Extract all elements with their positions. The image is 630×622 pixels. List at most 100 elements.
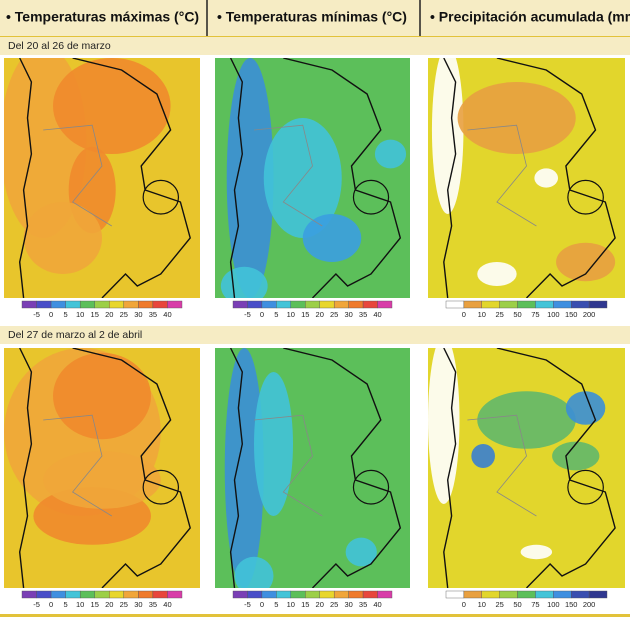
colorbar-segment [65,300,81,309]
map-panel [4,348,200,588]
colorbar-label: 25 [120,310,128,319]
colorbar-label: 75 [531,310,539,319]
map [4,348,200,588]
colorbar-label: 100 [547,600,560,609]
map [215,58,410,298]
colorbar-label: 150 [565,310,578,319]
colorbar-segment [588,300,608,309]
colorbar-label: 35 [149,310,157,319]
colorbar-label: 35 [149,600,157,609]
colorbar-segment [333,300,349,309]
colorbar-label: 5 [274,600,278,609]
colorbar-segment [463,300,482,309]
border [443,348,457,588]
colorbar-label: 10 [478,310,486,319]
colorbar-segment [571,590,590,599]
map-field [254,372,293,516]
colorbar-label: 40 [373,310,381,319]
map-field [534,168,559,188]
border [18,58,33,298]
colorbar-label: 15 [301,310,309,319]
map-field [224,348,264,588]
colorbar-segment [109,300,125,309]
colorbar-segment [21,590,37,599]
province-line [253,414,323,517]
colorbar-label: 40 [163,310,171,319]
colorbar-label: -5 [33,600,40,609]
colorbar-segment [94,300,110,309]
uruguay [142,469,180,505]
map-panel [428,348,625,588]
map-field [565,391,606,425]
map-field [53,352,151,440]
colorbar-segment [261,590,277,599]
colorbar-label: 25 [330,310,338,319]
colorbar-segment [305,300,320,309]
map-field [431,58,464,214]
colorbar-segment [362,300,378,309]
colorbar-segment [94,590,110,599]
province-line [467,414,537,517]
map-field [477,262,517,286]
column-title: • Precipitación acumulada (mm) [430,9,630,25]
map-field [43,451,161,509]
border [72,58,191,298]
border [496,348,616,588]
border [443,58,457,298]
colorbar-label: 10 [287,310,295,319]
colorbar-label: 0 [260,600,264,609]
colorbar-label: 50 [513,310,521,319]
colorbar-segment [445,300,465,309]
footer-rule [0,614,630,617]
map-panel [215,58,410,298]
period-label: Del 20 al 26 de marzo [8,40,111,52]
colorbar-segment [261,300,277,309]
colorbar-label: 30 [344,310,352,319]
colorbar-label: -5 [244,600,251,609]
colorbar-label: 20 [105,600,113,609]
colorbar-segment [333,590,349,599]
colorbar-segment [290,590,306,599]
colorbar-segment [319,590,335,599]
province-line [43,414,113,517]
colorbar-label: 15 [301,600,309,609]
colorbar-label: 35 [359,600,367,609]
map-field [520,544,553,560]
colorbar-label: 0 [49,600,53,609]
border [496,58,616,298]
colorbar-segment [79,590,95,599]
column-title: • Temperaturas mínimas (°C) [217,9,407,25]
colorbar-segment [123,590,139,599]
province-line [467,124,537,227]
colorbar-segment [109,590,125,599]
map-field [23,202,102,274]
colorbar-segment [276,590,292,599]
colorbar-segment [138,300,154,309]
colorbar-segment [247,590,263,599]
province-line [253,124,323,227]
border [229,348,244,588]
colorbar-label: 75 [531,600,539,609]
colorbar-label: 20 [316,310,324,319]
colorbar-segment [232,300,248,309]
colorbar-label: 20 [316,600,324,609]
map-field [552,441,600,471]
colorbar-segment [535,590,554,599]
period-label: Del 27 de marzo al 2 de abril [8,329,142,341]
map-field [220,266,268,298]
colorbar-label: 150 [565,600,578,609]
colorbar-segment [167,590,183,599]
map-field [428,348,460,504]
colorbar-label: 0 [49,310,53,319]
colorbar-label: 5 [274,310,278,319]
colorbar-label: 25 [495,310,503,319]
colorbar-label: 0 [462,310,466,319]
colorbar-segment [588,590,608,599]
uruguay [352,469,390,505]
map-panel [215,348,410,588]
colorbar-label: 10 [287,600,295,609]
colorbar-segment [553,590,572,599]
colorbar-segment [553,300,572,309]
colorbar-label: 200 [583,600,596,609]
colorbar-segment [377,590,393,599]
